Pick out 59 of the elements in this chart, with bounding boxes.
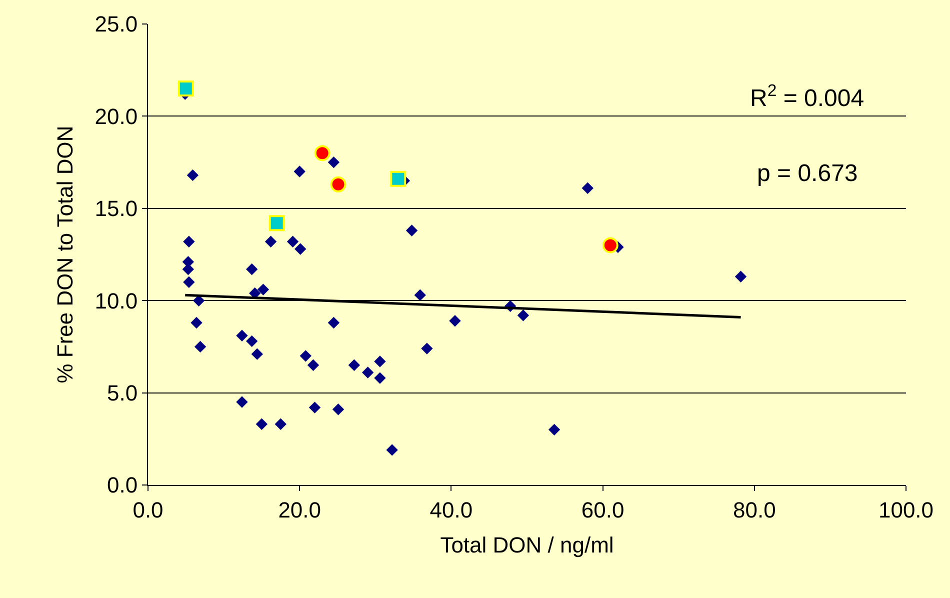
y-tick-label: 15.0 bbox=[94, 196, 138, 222]
point bbox=[328, 316, 340, 329]
point bbox=[362, 366, 374, 378]
point bbox=[734, 270, 747, 282]
x-tick-label: 100.0 bbox=[878, 497, 934, 522]
point bbox=[449, 315, 461, 327]
point bbox=[386, 444, 398, 456]
point bbox=[246, 335, 258, 348]
x-tick-label: 0.0 bbox=[132, 497, 164, 522]
point bbox=[328, 156, 340, 168]
point bbox=[414, 289, 426, 301]
y-tick-label: 20.0 bbox=[94, 104, 138, 129]
point bbox=[274, 418, 286, 430]
point bbox=[332, 404, 344, 416]
y-tick-label: 0.0 bbox=[107, 472, 138, 498]
point bbox=[294, 243, 306, 255]
point bbox=[330, 176, 346, 192]
point bbox=[300, 350, 312, 362]
point bbox=[602, 237, 618, 254]
point bbox=[236, 396, 248, 408]
point bbox=[246, 263, 258, 276]
point bbox=[268, 215, 285, 232]
point bbox=[517, 310, 530, 322]
point bbox=[249, 287, 261, 300]
x-tick-label: 20.0 bbox=[278, 497, 322, 522]
point bbox=[390, 170, 406, 187]
point bbox=[236, 330, 248, 342]
point bbox=[257, 284, 270, 296]
point bbox=[251, 348, 263, 360]
point bbox=[421, 342, 433, 354]
point bbox=[348, 359, 360, 371]
x-axis-title: Total DON / ng/ml bbox=[440, 532, 614, 558]
x-tick-label: 40.0 bbox=[430, 497, 473, 522]
x-tick-label: 60.0 bbox=[581, 497, 624, 522]
y-tick-label: 5.0 bbox=[107, 380, 138, 406]
x-tick-label: 80.0 bbox=[732, 497, 776, 522]
point bbox=[286, 236, 299, 248]
point bbox=[582, 182, 594, 194]
point bbox=[374, 356, 386, 368]
y-axis-title: % Free DON to Total DON bbox=[52, 126, 78, 384]
y-tick-label: 10.0 bbox=[94, 288, 138, 314]
point bbox=[178, 80, 194, 97]
point bbox=[183, 276, 195, 288]
point bbox=[264, 236, 277, 248]
annotation: p = 0.673 bbox=[757, 160, 858, 187]
point bbox=[186, 169, 199, 182]
point bbox=[294, 166, 306, 178]
point bbox=[314, 145, 330, 162]
point bbox=[374, 372, 386, 384]
point bbox=[183, 236, 195, 248]
point bbox=[308, 402, 321, 414]
point bbox=[194, 340, 206, 353]
point bbox=[406, 224, 418, 236]
point bbox=[548, 424, 560, 436]
annotation: R$^{2}$ = 0.004 bbox=[750, 81, 864, 112]
point bbox=[307, 359, 320, 371]
y-tick-label: 25.0 bbox=[94, 12, 138, 37]
point bbox=[190, 316, 202, 329]
point bbox=[256, 418, 268, 430]
